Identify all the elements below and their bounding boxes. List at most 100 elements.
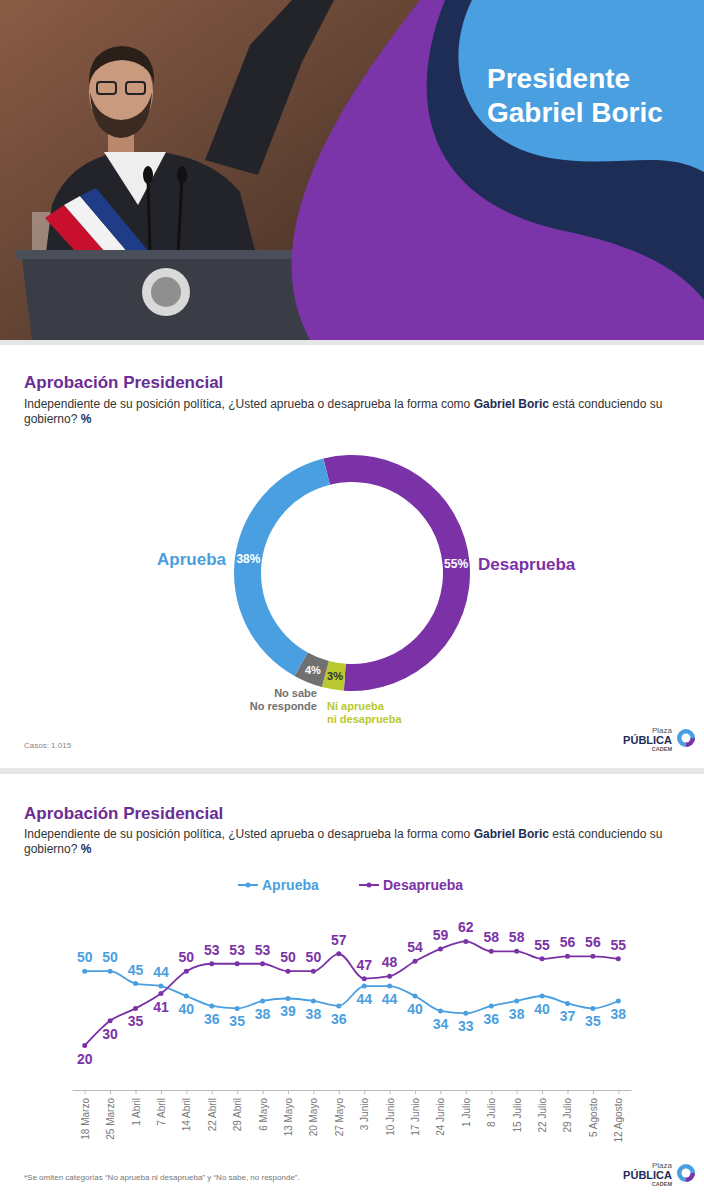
data-label: 40 xyxy=(407,1001,423,1017)
panel-title: Aprobación Presidencial xyxy=(24,373,223,393)
data-label: 38 xyxy=(255,1006,271,1022)
x-tick: 25 Marzo xyxy=(105,1090,116,1140)
data-label: 33 xyxy=(458,1018,474,1034)
series-marker xyxy=(438,1008,443,1013)
series-marker xyxy=(362,984,367,989)
legend: Aprueba Desaprueba xyxy=(238,877,463,893)
x-tick: 29 Abril xyxy=(232,1090,243,1131)
x-tick-label: 15 Julio xyxy=(512,1098,523,1133)
data-label: 50 xyxy=(306,949,322,965)
data-label: 50 xyxy=(280,949,296,965)
x-tick-mark xyxy=(313,1090,314,1094)
slice-label: 38% xyxy=(236,552,260,566)
data-label: 38 xyxy=(509,1006,525,1022)
series-marker xyxy=(413,994,418,999)
series-marker xyxy=(158,991,163,996)
footnote: *Se omiten categorías “No aprueba ni des… xyxy=(24,1173,300,1182)
x-tick: 1 Abril xyxy=(131,1090,142,1126)
podium xyxy=(22,259,320,340)
x-tick-mark xyxy=(110,1090,111,1094)
mic-stand-1 xyxy=(148,178,150,255)
data-label: 36 xyxy=(331,1011,347,1027)
legend-marker xyxy=(367,883,372,888)
x-tick: 17 Junio xyxy=(410,1090,421,1136)
slices xyxy=(234,455,470,691)
panel-donut: 55%3%4%38%DesapruebaApruebaNo sabeNo res… xyxy=(0,345,704,768)
series-marker xyxy=(514,998,519,1003)
series-marker xyxy=(514,949,519,954)
x-tick-mark xyxy=(491,1090,492,1094)
x-tick: 3 Junio xyxy=(359,1090,370,1130)
data-label: 48 xyxy=(382,954,398,970)
mic-2 xyxy=(177,166,187,184)
slice xyxy=(323,455,470,691)
x-axis-line xyxy=(73,1090,632,1091)
legend-marker xyxy=(246,883,251,888)
series-marker xyxy=(590,1006,595,1011)
wave-purple xyxy=(292,0,704,340)
x-tick: 22 Julio xyxy=(537,1090,548,1132)
data-label: 50 xyxy=(77,949,93,965)
x-tick-mark xyxy=(593,1090,594,1094)
data-label: 41 xyxy=(153,999,169,1015)
x-tick-mark xyxy=(364,1090,365,1094)
x-axis: 18 Marzo25 Marzo1 Abril7 Abril14 Abril22… xyxy=(73,1090,632,1142)
x-tick-label: 29 Abril xyxy=(232,1098,243,1131)
x-tick-label: 17 Junio xyxy=(410,1098,421,1136)
logo-text: CADEM xyxy=(652,1181,673,1187)
series-marker xyxy=(616,956,621,961)
x-tick-mark xyxy=(186,1090,187,1094)
x-tick: 29 Julio xyxy=(562,1090,573,1132)
legend-label: Aprueba xyxy=(262,877,319,893)
x-tick: 24 Junio xyxy=(435,1090,446,1136)
series-marker xyxy=(565,954,570,959)
x-tick-label: 20 Mayo xyxy=(308,1098,319,1137)
page: Presidente Gabriel Boric55%3%4%38%Desapr… xyxy=(0,0,704,1200)
wave-blue xyxy=(458,0,704,172)
x-tick-label: 7 Abril xyxy=(156,1098,167,1126)
panel-line: ApruebaDesaprueba18 Marzo25 Marzo1 Abril… xyxy=(0,774,704,1200)
logo-icon xyxy=(677,1164,695,1182)
x-tick-label: 5 Agosto xyxy=(588,1098,599,1137)
series-marker xyxy=(235,961,240,966)
data-label: 55 xyxy=(534,937,550,953)
category-label-line: ni desaprueba xyxy=(327,713,402,725)
emblem-inner xyxy=(151,277,181,307)
data-label: 20 xyxy=(77,1051,93,1067)
subtitle-part: % xyxy=(81,412,92,426)
header-title: Presidente Gabriel Boric xyxy=(487,62,692,130)
x-tick-mark xyxy=(85,1090,86,1094)
series-marker xyxy=(209,1003,214,1008)
x-tick-label: 25 Marzo xyxy=(105,1098,116,1140)
series-marker xyxy=(463,939,468,944)
logo-text: PÚBLICA xyxy=(623,734,672,746)
x-tick-label: 22 Julio xyxy=(537,1098,548,1133)
x-tick-mark xyxy=(440,1090,441,1094)
x-tick-label: 27 Mayo xyxy=(334,1098,345,1137)
x-tick-mark xyxy=(161,1090,162,1094)
wave-navy xyxy=(427,0,704,300)
data-label: 36 xyxy=(204,1011,220,1027)
beard xyxy=(90,92,152,138)
x-tick-label: 1 Julio xyxy=(461,1098,472,1127)
series-marker xyxy=(540,956,545,961)
data-label: 56 xyxy=(560,934,576,950)
data-label: 39 xyxy=(280,1003,296,1019)
slice-label: 4% xyxy=(305,664,321,676)
data-labels: 5050454440363538393836444440343336384037… xyxy=(77,919,626,1066)
series-marker xyxy=(438,946,443,951)
series-marker xyxy=(108,969,113,974)
x-tick-mark xyxy=(263,1090,264,1094)
series-marker xyxy=(82,969,87,974)
data-label: 59 xyxy=(433,927,449,943)
plot xyxy=(82,939,621,1048)
series-marker xyxy=(158,984,163,989)
series-marker xyxy=(590,954,595,959)
x-tick: 8 Julio xyxy=(486,1090,497,1127)
data-label: 45 xyxy=(128,962,144,978)
legend-label: Desaprueba xyxy=(383,877,463,893)
x-tick: 12 Agosto xyxy=(613,1090,624,1142)
logo: PlazaPÚBLICACADEM xyxy=(623,1161,695,1187)
panel-subtitle: Independiente de su posición política, ¿… xyxy=(24,397,680,427)
data-label: 53 xyxy=(255,942,271,958)
